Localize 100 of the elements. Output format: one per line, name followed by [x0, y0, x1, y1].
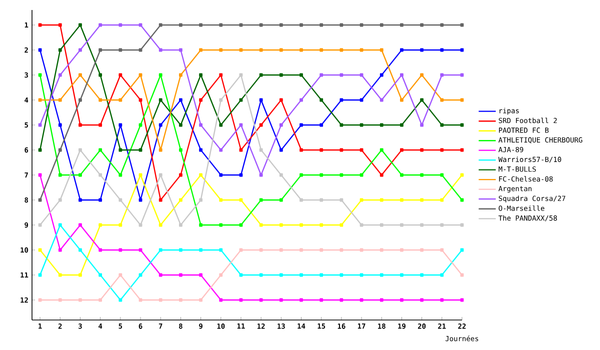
- point: [239, 98, 243, 102]
- point: [138, 48, 142, 52]
- point: [400, 298, 404, 302]
- point: [239, 148, 243, 152]
- point: [460, 98, 464, 102]
- point: [118, 298, 122, 302]
- point: [460, 223, 464, 227]
- point: [118, 148, 122, 152]
- point: [98, 98, 102, 102]
- point: [58, 198, 62, 202]
- point: [400, 148, 404, 152]
- point: [239, 198, 243, 202]
- point: [300, 223, 303, 227]
- point: [460, 248, 464, 252]
- point: [178, 298, 182, 302]
- point: [460, 198, 464, 202]
- point: [420, 48, 424, 52]
- point: [118, 248, 122, 252]
- point: [58, 298, 62, 302]
- point: [118, 173, 122, 177]
- point: [58, 248, 62, 252]
- point: [460, 298, 464, 302]
- point: [98, 198, 102, 202]
- point: [239, 23, 243, 27]
- point: [138, 273, 142, 277]
- point: [400, 273, 404, 277]
- point: [400, 173, 404, 177]
- point: [98, 123, 102, 127]
- point: [118, 23, 122, 27]
- point: [98, 173, 102, 177]
- point: [279, 73, 283, 77]
- point: [78, 148, 82, 152]
- point: [440, 248, 444, 252]
- point: [360, 248, 364, 252]
- point: [380, 98, 384, 102]
- point: [118, 198, 122, 202]
- point: [440, 198, 444, 202]
- point: [440, 48, 444, 52]
- point: [340, 173, 344, 177]
- point: [340, 223, 344, 227]
- point: [98, 148, 102, 152]
- point: [279, 173, 283, 177]
- point: [320, 148, 324, 152]
- point: [219, 148, 223, 152]
- point: [460, 73, 464, 77]
- point: [279, 223, 283, 227]
- point: [300, 298, 303, 302]
- point: [178, 123, 182, 127]
- point: [340, 48, 344, 52]
- point: [300, 148, 303, 152]
- point: [279, 198, 283, 202]
- point: [380, 23, 384, 27]
- point: [178, 98, 182, 102]
- point: [400, 23, 404, 27]
- point: [320, 123, 324, 127]
- point: [178, 173, 182, 177]
- point: [178, 23, 182, 27]
- point: [279, 248, 283, 252]
- point: [138, 98, 142, 102]
- point: [158, 98, 162, 102]
- point: [98, 223, 102, 227]
- point: [300, 173, 303, 177]
- point: [138, 298, 142, 302]
- point: [380, 273, 384, 277]
- point: [38, 198, 42, 202]
- point: [38, 148, 42, 152]
- point: [300, 198, 303, 202]
- point: [219, 248, 223, 252]
- point: [279, 298, 283, 302]
- point: [158, 273, 162, 277]
- point: [58, 173, 62, 177]
- point: [138, 173, 142, 177]
- point: [199, 248, 202, 252]
- point: [259, 98, 263, 102]
- point: [118, 123, 122, 127]
- point: [380, 148, 384, 152]
- point: [219, 273, 223, 277]
- point: [219, 173, 223, 177]
- point: [158, 248, 162, 252]
- point: [58, 223, 62, 227]
- point: [380, 248, 384, 252]
- point: [98, 273, 102, 277]
- point: [58, 98, 62, 102]
- point: [78, 123, 82, 127]
- point: [380, 73, 384, 77]
- point: [320, 98, 324, 102]
- point: [440, 273, 444, 277]
- point: [38, 123, 42, 127]
- point: [279, 98, 283, 102]
- point: [400, 123, 404, 127]
- point: [400, 73, 404, 77]
- point: [420, 298, 424, 302]
- point: [300, 123, 303, 127]
- point: [138, 23, 142, 27]
- point: [239, 73, 243, 77]
- point: [239, 273, 243, 277]
- point: [58, 23, 62, 27]
- point: [360, 148, 364, 152]
- point: [158, 223, 162, 227]
- point: [420, 223, 424, 227]
